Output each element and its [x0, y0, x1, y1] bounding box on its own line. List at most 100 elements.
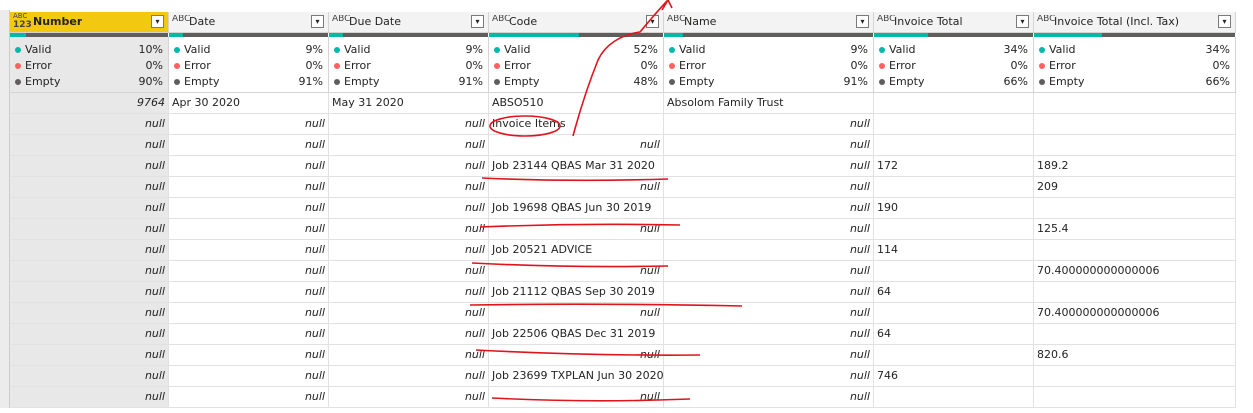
table-cell: null	[664, 366, 874, 387]
table-cell	[1034, 387, 1236, 408]
table-cell: null	[10, 387, 169, 408]
quality-percent: 10%	[138, 43, 163, 56]
quality-dot	[494, 47, 500, 53]
table-cell	[1034, 324, 1236, 345]
table-cell: null	[489, 261, 664, 282]
table-cell: null	[10, 219, 169, 240]
quality-percent: 91%	[298, 75, 323, 88]
table-cell	[1034, 366, 1236, 387]
quality-label: Empty	[889, 75, 925, 88]
quality-bar-empty	[343, 33, 488, 37]
quality-percent: 0%	[145, 59, 163, 72]
table-cell: 64	[874, 324, 1034, 345]
quality-bar-valid	[10, 33, 26, 37]
table-cell: null	[169, 198, 329, 219]
table-cell	[1034, 135, 1236, 156]
dropdown-button[interactable]: ▾	[856, 15, 869, 28]
quality-label: Valid	[504, 43, 531, 56]
table-cell	[1034, 240, 1236, 261]
quality-dot	[174, 47, 180, 53]
table-cell: null	[169, 366, 329, 387]
quality-bar-empty	[682, 33, 873, 37]
table-cell: 820.6	[1034, 345, 1236, 366]
table-cell: Job 23699 TXPLAN Jun 30 2020	[489, 366, 664, 387]
table-cell: null	[10, 198, 169, 219]
column-header[interactable]: ABC Invoice Total ▾	[874, 12, 1034, 33]
quality-percent: 66%	[1003, 75, 1028, 88]
dropdown-button[interactable]: ▾	[1016, 15, 1029, 28]
column-header[interactable]: ABC Code ▾	[489, 12, 664, 33]
dropdown-button[interactable]: ▾	[311, 15, 324, 28]
quality-dot	[494, 79, 500, 85]
column-header[interactable]: ABC Date ▾	[169, 12, 329, 33]
quality-percent: 0%	[305, 59, 323, 72]
quality-panel: Valid 9% Error 0% Empty 91%	[329, 37, 489, 93]
table-cell: null	[10, 240, 169, 261]
quality-percent: 34%	[1003, 43, 1028, 56]
table-cell	[1034, 282, 1236, 303]
table-cell: null	[10, 135, 169, 156]
quality-label: Valid	[889, 43, 916, 56]
table-cell	[1034, 198, 1236, 219]
quality-percent: 52%	[633, 43, 658, 56]
table-cell: null	[664, 135, 874, 156]
quality-dot	[15, 63, 21, 69]
table-cell: null	[169, 345, 329, 366]
column-name: Date	[189, 15, 216, 28]
dropdown-button[interactable]: ▾	[1218, 15, 1231, 28]
table-cell: null	[169, 261, 329, 282]
quality-label: Error	[25, 59, 52, 72]
table-cell: null	[10, 177, 169, 198]
table-cell: null	[489, 387, 664, 408]
quality-percent: 9%	[850, 43, 868, 56]
table-cell: null	[10, 303, 169, 324]
header-filler	[1236, 12, 1253, 93]
table-cell: null	[489, 303, 664, 324]
table-cell: null	[10, 114, 169, 135]
dropdown-button[interactable]: ▾	[471, 15, 484, 28]
quality-dot	[1039, 47, 1045, 53]
column-header[interactable]: ABC 123 Number ▾	[10, 12, 169, 33]
table-cell: null	[10, 366, 169, 387]
table-cell: null	[664, 324, 874, 345]
quality-label: Empty	[25, 75, 61, 88]
type-icon: ABC	[877, 15, 896, 23]
table-cell: null	[329, 135, 489, 156]
table-cell: null	[10, 324, 169, 345]
dropdown-button[interactable]: ▾	[151, 15, 164, 28]
quality-dot	[879, 79, 885, 85]
table-cell: null	[169, 114, 329, 135]
table-cell: 746	[874, 366, 1034, 387]
quality-percent: 91%	[843, 75, 868, 88]
table-cell: null	[664, 303, 874, 324]
table-cell: null	[664, 282, 874, 303]
type-icon: 123	[13, 20, 32, 30]
column-header[interactable]: ABC Invoice Total (Incl. Tax) ▾	[1034, 12, 1236, 33]
table-cell: Job 21112 QBAS Sep 30 2019	[489, 282, 664, 303]
dropdown-button[interactable]: ▾	[646, 15, 659, 28]
quality-bar-empty	[25, 33, 168, 37]
type-icon: ABC	[172, 15, 191, 23]
table-cell: 209	[1034, 177, 1236, 198]
quality-percent: 9%	[305, 43, 323, 56]
arrow-head	[661, 0, 673, 11]
quality-dot	[174, 79, 180, 85]
table-cell: null	[664, 114, 874, 135]
quality-label: Empty	[1049, 75, 1085, 88]
table-cell: 172	[874, 156, 1034, 177]
quality-bar-empty	[928, 33, 1033, 37]
table-cell: null	[169, 324, 329, 345]
column-header[interactable]: ABC Name ▾	[664, 12, 874, 33]
table-cell	[874, 219, 1034, 240]
quality-label: Error	[889, 59, 916, 72]
quality-label: Error	[679, 59, 706, 72]
table-cell: null	[169, 177, 329, 198]
table-cell: null	[10, 156, 169, 177]
quality-dot	[15, 79, 21, 85]
type-icon: ABC	[667, 15, 686, 23]
column-header[interactable]: ABC Due Date ▾	[329, 12, 489, 33]
table-cell: null	[329, 261, 489, 282]
table-cell: null	[664, 198, 874, 219]
quality-panel: Valid 34% Error 0% Empty 66%	[874, 37, 1034, 93]
